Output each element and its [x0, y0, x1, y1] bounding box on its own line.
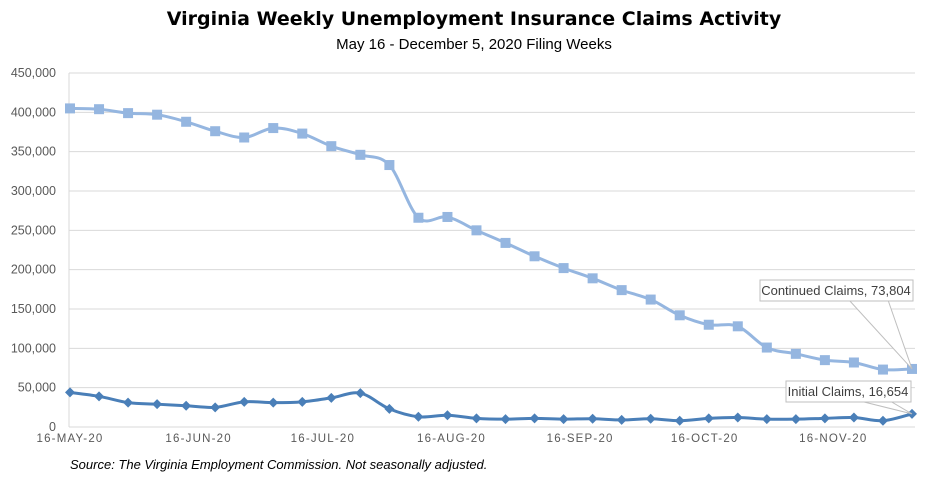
initial-claims-point	[529, 413, 540, 424]
x-tick-label: 16-NOV-20	[799, 433, 867, 445]
initial-claims-point	[674, 415, 685, 426]
continued-claims-point	[471, 225, 482, 236]
initial-claims-point	[123, 397, 134, 408]
initial-claims-data-label: Initial Claims, 16,654	[788, 384, 909, 399]
initial-claims-point	[732, 412, 743, 423]
x-tick-label: 16-OCT-20	[671, 433, 739, 445]
initial-claims-point	[297, 396, 308, 407]
y-tick-label: 200,000	[11, 263, 56, 277]
initial-claims-point	[558, 414, 569, 425]
continued-claims-point	[326, 141, 337, 152]
continued-claims-point	[152, 109, 163, 120]
y-tick-label: 250,000	[11, 223, 56, 237]
initial-claims-point	[790, 414, 801, 425]
continued-claims-point	[587, 273, 598, 284]
initial-claims-point	[761, 414, 772, 425]
initial-claims-callout-pointer	[859, 400, 913, 415]
initial-claims-point	[848, 412, 859, 423]
initial-claims-point	[703, 413, 714, 424]
continued-claims-point	[268, 123, 279, 134]
continued-claims-callout-box	[759, 279, 914, 302]
source-note: Source: The Virginia Employment Commissi…	[70, 457, 488, 472]
y-tick-label: 300,000	[11, 184, 56, 198]
initial-claims-point	[384, 403, 395, 414]
initial-claims-point	[500, 414, 511, 425]
continued-claims-point	[790, 348, 801, 359]
y-tick-label: 450,000	[11, 66, 56, 80]
continued-claims-point	[65, 103, 75, 114]
continued-claims-point	[558, 263, 569, 274]
initial-claims-point	[877, 415, 888, 426]
initial-claims-point	[239, 396, 250, 407]
continued-claims-point	[645, 294, 656, 305]
initial-claims-point	[413, 411, 424, 422]
initial-claims-point	[181, 400, 192, 411]
initial-claims-point	[442, 410, 453, 421]
continued-claims-point	[877, 364, 888, 375]
continued-claims-point	[181, 116, 192, 127]
initial-claims-callout-box	[785, 380, 912, 403]
continued-claims-point	[529, 251, 540, 262]
y-tick-label: 150,000	[11, 302, 56, 316]
x-tick-label: 16-MAY-20	[36, 433, 103, 445]
initial-claims-point	[268, 397, 279, 408]
initial-claims-point	[65, 387, 75, 398]
initial-claims-point	[819, 413, 830, 424]
x-tick-label: 16-AUG-20	[417, 433, 486, 445]
continued-claims-point	[848, 357, 859, 368]
y-tick-label: 100,000	[11, 341, 56, 355]
continued-claims-point	[239, 132, 250, 143]
continued-claims-point	[123, 108, 134, 119]
x-tick-label: 16-JUL-20	[291, 433, 356, 445]
y-tick-label: 0	[49, 420, 56, 434]
y-tick-label: 50,000	[18, 381, 56, 395]
initial-claims-point	[616, 414, 627, 425]
continued-claims-point	[703, 319, 714, 330]
continued-claims-point	[732, 321, 743, 332]
chart-title: Virginia Weekly Unemployment Insurance C…	[166, 8, 782, 30]
continued-claims-point	[94, 104, 105, 115]
continued-claims-point	[674, 310, 685, 321]
y-tick-label: 400,000	[11, 105, 56, 119]
continued-claims-point	[442, 211, 453, 222]
x-tick-label: 16-JUN-20	[165, 433, 231, 445]
initial-claims-point	[326, 392, 337, 403]
initial-claims-point	[355, 388, 366, 399]
continued-claims-point	[355, 149, 366, 160]
continued-claims-point	[616, 285, 627, 296]
continued-claims-point	[384, 160, 395, 171]
x-tick-label: 16-SEP-20	[547, 433, 614, 445]
continued-claims-point	[500, 237, 511, 248]
initial-claims-point	[152, 399, 163, 410]
initial-claims-point	[471, 413, 482, 424]
continued-claims-point	[413, 212, 424, 223]
continued-claims-line	[69, 106, 913, 372]
continued-claims-point	[761, 342, 772, 353]
chart-subtitle: May 16 - December 5, 2020 Filing Weeks	[336, 36, 612, 53]
continued-claims-data-label: Continued Claims, 73,804	[761, 283, 911, 298]
continued-claims-point	[819, 355, 830, 366]
initial-claims-point	[645, 413, 656, 424]
y-tick-label: 350,000	[11, 145, 56, 159]
initial-claims-point	[94, 391, 105, 402]
initial-claims-point	[210, 402, 221, 413]
initial-claims-point	[587, 413, 598, 424]
continued-claims-point	[210, 126, 221, 137]
continued-claims-point	[297, 128, 308, 139]
